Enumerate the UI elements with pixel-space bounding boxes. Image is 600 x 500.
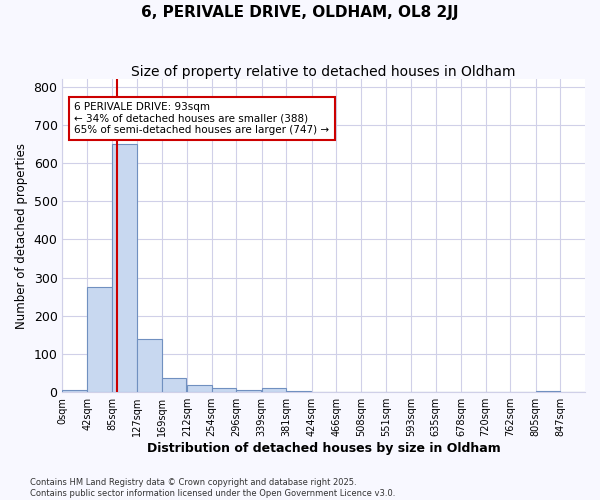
Bar: [262, 388, 286, 392]
Bar: [212, 388, 236, 392]
Bar: [187, 384, 212, 392]
Bar: [112, 144, 137, 392]
Y-axis label: Number of detached properties: Number of detached properties: [15, 142, 28, 328]
Bar: [162, 378, 187, 392]
X-axis label: Distribution of detached houses by size in Oldham: Distribution of detached houses by size …: [147, 442, 500, 455]
Bar: [137, 338, 162, 392]
Bar: [236, 390, 261, 392]
Text: 6 PERIVALE DRIVE: 93sqm
← 34% of detached houses are smaller (388)
65% of semi-d: 6 PERIVALE DRIVE: 93sqm ← 34% of detache…: [74, 102, 329, 135]
Text: Contains HM Land Registry data © Crown copyright and database right 2025.
Contai: Contains HM Land Registry data © Crown c…: [30, 478, 395, 498]
Title: Size of property relative to detached houses in Oldham: Size of property relative to detached ho…: [131, 65, 516, 79]
Bar: [87, 287, 112, 392]
Bar: [62, 390, 87, 392]
Bar: [286, 391, 311, 392]
Text: 6, PERIVALE DRIVE, OLDHAM, OL8 2JJ: 6, PERIVALE DRIVE, OLDHAM, OL8 2JJ: [141, 5, 459, 20]
